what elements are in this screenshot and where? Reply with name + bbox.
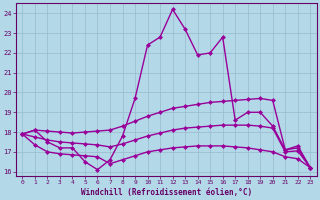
X-axis label: Windchill (Refroidissement éolien,°C): Windchill (Refroidissement éolien,°C): [81, 188, 252, 197]
